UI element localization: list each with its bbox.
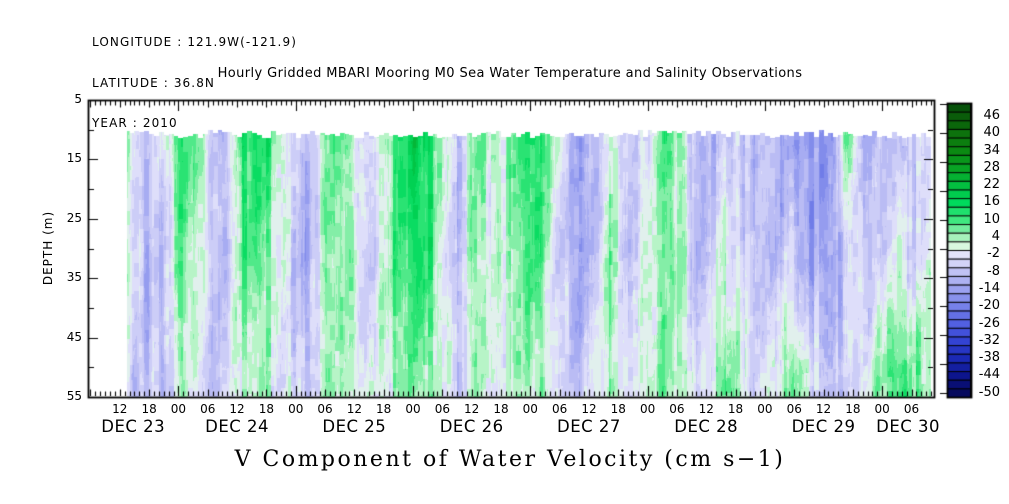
x-hour-tick-label: 18 [376, 402, 392, 416]
x-hour-tick-label: 00 [288, 402, 304, 416]
x-hour-tick-label: 18 [610, 402, 626, 416]
x-hour-tick-label: 06 [903, 402, 920, 416]
y-depth-tick-label: 25 [66, 210, 82, 225]
x-hour-tick-label: 12 [229, 402, 245, 416]
x-hour-tick-label: 12 [581, 402, 597, 416]
colorbar-value-label: 28 [983, 159, 1000, 175]
colorbar-value-label: -38 [978, 350, 1000, 366]
x-day-label: DEC 27 [557, 417, 621, 436]
y-depth-tick-label: 5 [74, 92, 82, 106]
colorbar-value-label: -8 [987, 263, 1000, 279]
colorbar-value-label: 46 [983, 107, 1000, 123]
x-hour-tick-label: 06 [551, 402, 568, 416]
x-hour-tick-label: 00 [170, 402, 187, 416]
x-hour-tick-label: 00 [522, 402, 538, 416]
x-hour-tick-label: 12 [815, 402, 832, 416]
x-hour-tick-label: 00 [757, 402, 773, 416]
x-day-label: DEC 30 [876, 417, 941, 436]
y-depth-tick-label: 35 [66, 270, 82, 285]
colorbar-value-label: 22 [983, 177, 1000, 193]
x-hour-tick-label: 18 [141, 402, 157, 416]
x-day-label: DEC 25 [322, 417, 387, 436]
x-hour-tick-label: 18 [493, 402, 509, 416]
chart-title: Hourly Gridded MBARI Mooring M0 Sea Wate… [217, 66, 803, 81]
x-day-label: DEC 28 [674, 417, 739, 436]
x-hour-tick-label: 06 [200, 402, 216, 416]
y-depth-tick-label: 45 [66, 329, 82, 344]
y-depth-tick-label: 15 [66, 151, 82, 166]
x-hour-tick-label: 00 [874, 402, 890, 416]
x-hour-tick-label: 06 [669, 402, 685, 416]
x-hour-tick-label: 12 [698, 402, 714, 416]
x-axis-title: V Component of Water Velocity (cm s−1) [234, 447, 786, 472]
x-hour-tick-label: 12 [464, 402, 480, 416]
colorbar-value-label: -14 [978, 280, 1000, 296]
header-metadata: LONGITUDE : 121.9W(-121.9) LATITUDE : 36… [92, 9, 297, 158]
x-hour-tick-label: 18 [727, 402, 744, 416]
colorbar-value-label: -50 [978, 384, 1000, 400]
x-hour-tick-label: 00 [405, 402, 421, 416]
x-day-label: DEC 29 [791, 417, 856, 436]
x-day-label: DEC 24 [205, 417, 270, 436]
colorbar-value-label: -26 [978, 315, 1000, 331]
x-day-label: DEC 23 [101, 417, 166, 436]
colorbar-value-label: 4 [991, 229, 1000, 245]
colorbar-value-label: 34 [983, 142, 1000, 158]
colorbar-value-label: 40 [983, 125, 1000, 141]
colorbar-value-label: 16 [983, 194, 1000, 210]
x-hour-tick-label: 18 [845, 402, 861, 416]
colorbar-value-label: 10 [983, 211, 1000, 227]
header-year: YEAR : 2010 [92, 116, 178, 130]
colorbar-value-label: -20 [978, 298, 1000, 314]
x-hour-tick-label: 06 [786, 402, 802, 416]
x-hour-tick-label: 00 [639, 402, 656, 416]
colorbar-value-label: -44 [978, 367, 1000, 383]
header-longitude: LONGITUDE : 121.9W(-121.9) [92, 35, 297, 49]
colorbar-value-label: -32 [978, 332, 1000, 348]
y-depth-tick-label: 55 [66, 389, 82, 403]
x-day-label: DEC 26 [439, 417, 504, 436]
x-hour-tick-label: 06 [317, 402, 333, 416]
x-hour-tick-label: 18 [258, 402, 275, 416]
x-hour-tick-label: 06 [434, 402, 450, 416]
colorbar-value-label: -2 [987, 246, 1000, 262]
x-hour-tick-label: 12 [346, 402, 362, 416]
header-latitude: LATITUDE : 36.8N [92, 75, 216, 90]
x-hour-tick-label: 12 [112, 402, 128, 416]
